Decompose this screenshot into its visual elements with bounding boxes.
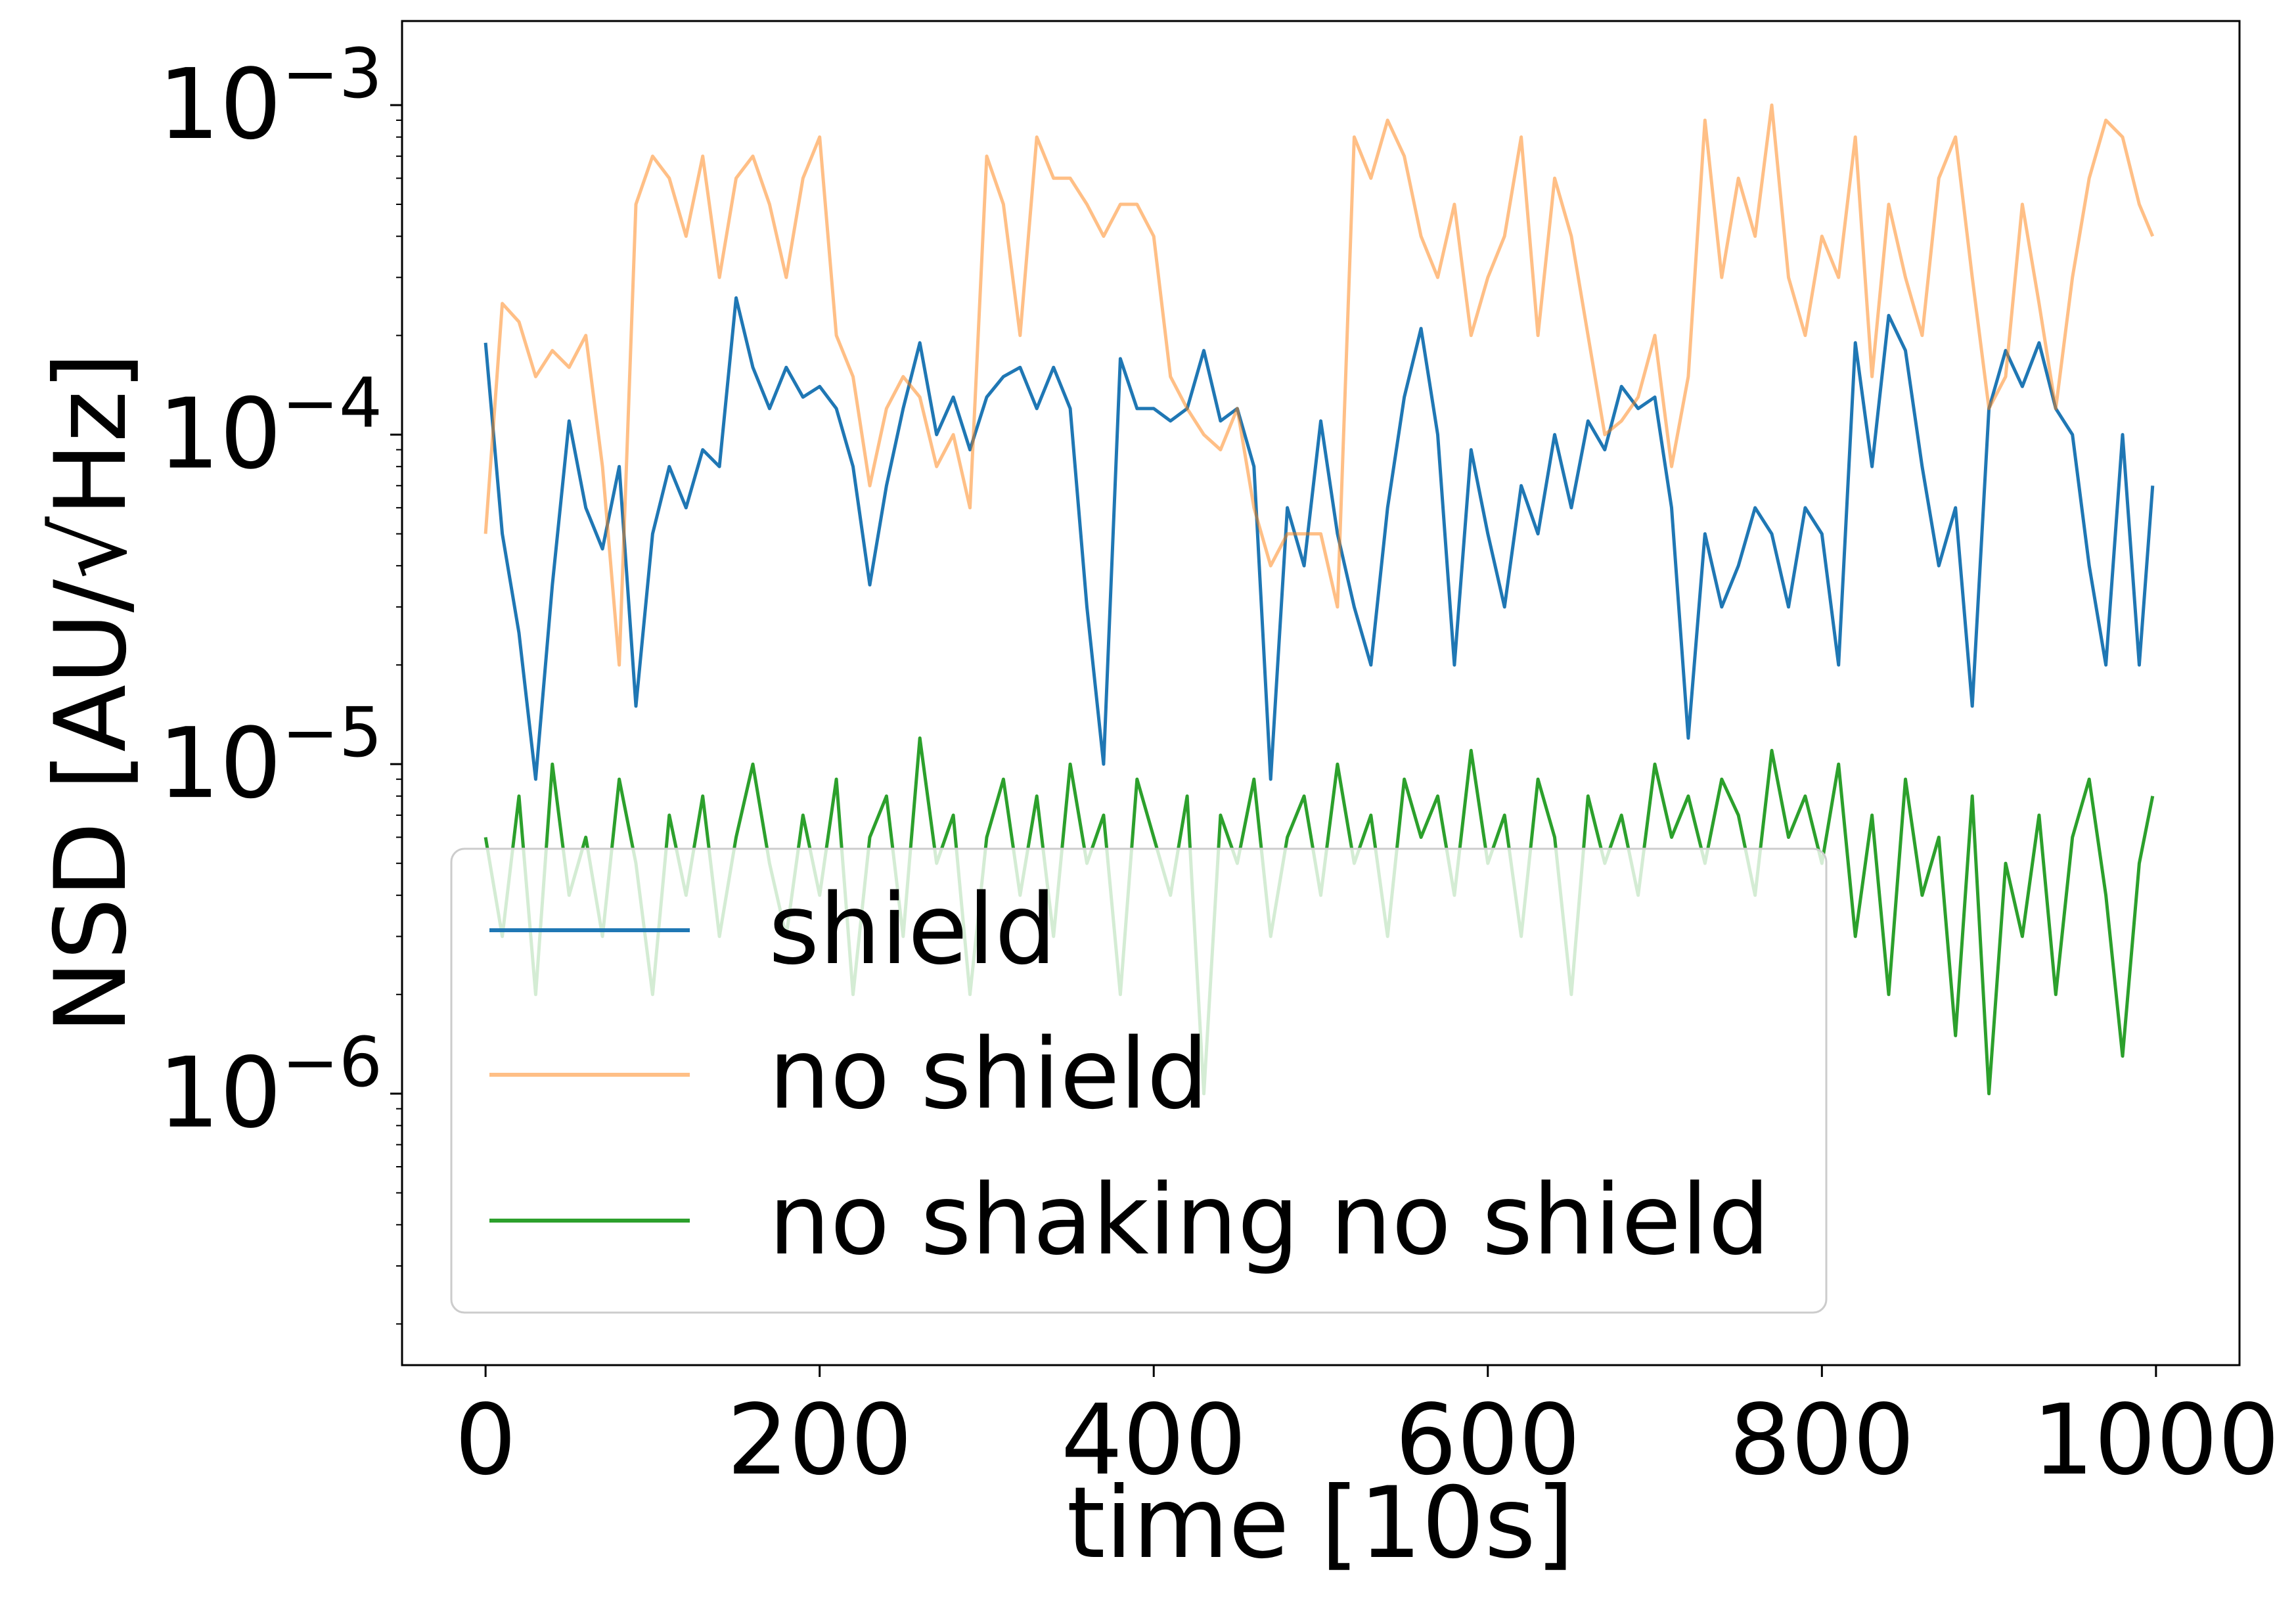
legend: shield no shield no shaking no shield	[450, 847, 1828, 1314]
plot-frame	[401, 20, 2241, 1366]
y-axis: 10−6 10−5 10−4 10−3	[158, 34, 402, 1325]
x-tick-label: 400	[1061, 1384, 1247, 1497]
x-axis: 0 200 400 600 800 1000	[455, 1365, 2280, 1497]
y-tick-label: 10−4	[158, 363, 382, 491]
legend-label-0: shield	[769, 873, 1056, 986]
x-tick-label: 0	[455, 1384, 516, 1497]
x-tick-label: 600	[1395, 1384, 1581, 1497]
y-tick-label: 10−5	[158, 692, 382, 820]
x-tick-label: 800	[1729, 1384, 1915, 1497]
legend-label-1: no shield	[769, 1018, 1209, 1131]
y-tick-label: 10−6	[158, 1022, 382, 1150]
x-tick-label: 200	[727, 1384, 912, 1497]
y-axis-label: NSD [AU/√Hz]	[34, 352, 148, 1034]
x-axis-label: time [10s]	[1067, 1466, 1575, 1581]
series-line-0	[484, 296, 2155, 781]
y-tick-label: 10−3	[158, 34, 382, 161]
x-tick-label: 1000	[2033, 1384, 2280, 1497]
legend-box	[450, 847, 1828, 1314]
legend-label-2: no shaking no shield	[769, 1163, 1770, 1276]
series-line-1	[484, 103, 2155, 667]
